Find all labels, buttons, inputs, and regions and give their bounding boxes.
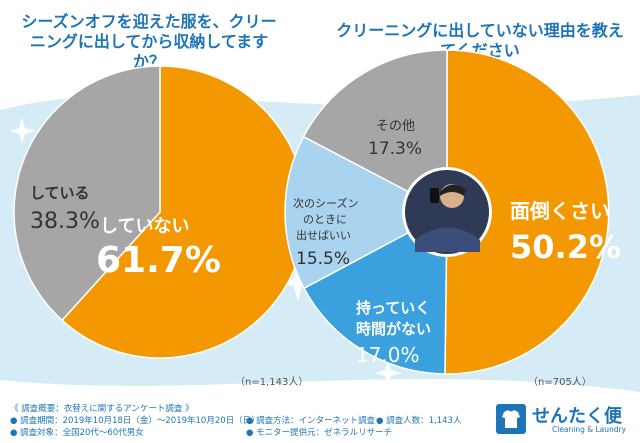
laundry-shirt-icon [496, 404, 526, 434]
pie-slice [444, 49, 610, 375]
survey-count: ● 調査人数：1,143人 [376, 416, 462, 426]
slice-label: その他 [376, 119, 415, 134]
pie-slice [302, 49, 448, 214]
slice-label: 持っていく [356, 299, 430, 317]
sample-size-1: （n=1,143人） [235, 377, 309, 388]
brand-logo: せんたく便 Cleaning & Laundry [496, 402, 632, 438]
slice-label: 時間がない [356, 320, 431, 338]
slice-label: している [30, 184, 90, 202]
survey-footer: 《 調査概要：衣替えに関するアンケート調査 》 ● 調査期間：2019年10月1… [0, 396, 640, 443]
pajama-icon [415, 227, 480, 252]
survey-method: ● 調査方法：インターネット調査 [246, 416, 376, 426]
data-label: 38.3% [30, 209, 100, 234]
sparkle-icon [9, 118, 35, 144]
data-label: 17.0% [356, 343, 420, 367]
slice-label: 面倒くさい [510, 199, 610, 223]
brand-subtitle: Cleaning & Laundry [552, 425, 627, 434]
slice-label: 次のシーズン [293, 196, 358, 210]
data-label: 61.7% [96, 240, 221, 281]
survey-target: ● 調査対象：全国20代〜60代男女 [10, 428, 144, 438]
survey-title: 《 調査概要：衣替えに関するアンケート調査 》 [10, 404, 194, 414]
data-label: 17.3% [368, 139, 422, 159]
pie-chart-reasons [284, 49, 610, 375]
phone-icon [430, 188, 439, 203]
survey-period: ● 調査期間：2019年10月18日（金）〜2019年10月20日（日） [10, 416, 260, 426]
data-label: 50.2% [510, 228, 621, 266]
sparkle-icon [278, 262, 318, 302]
survey-provider: ● モニター提供元：ゼネラルリサーチ [246, 428, 393, 438]
pie-slice [13, 65, 161, 322]
sample-size-2: （n=705人） [528, 377, 592, 388]
hair-icon [440, 184, 466, 196]
pie-slice [303, 210, 448, 375]
data-label: 15.5% [296, 249, 350, 269]
brand-name: せんたく便 [532, 406, 622, 427]
slice-label: していない [100, 216, 189, 237]
pie-slice [284, 135, 449, 290]
pie-chart-storage [13, 65, 307, 359]
sparkle-icon [375, 360, 401, 386]
slice-label: のときに [303, 213, 347, 226]
slice-label: 出せばいい [296, 228, 351, 242]
